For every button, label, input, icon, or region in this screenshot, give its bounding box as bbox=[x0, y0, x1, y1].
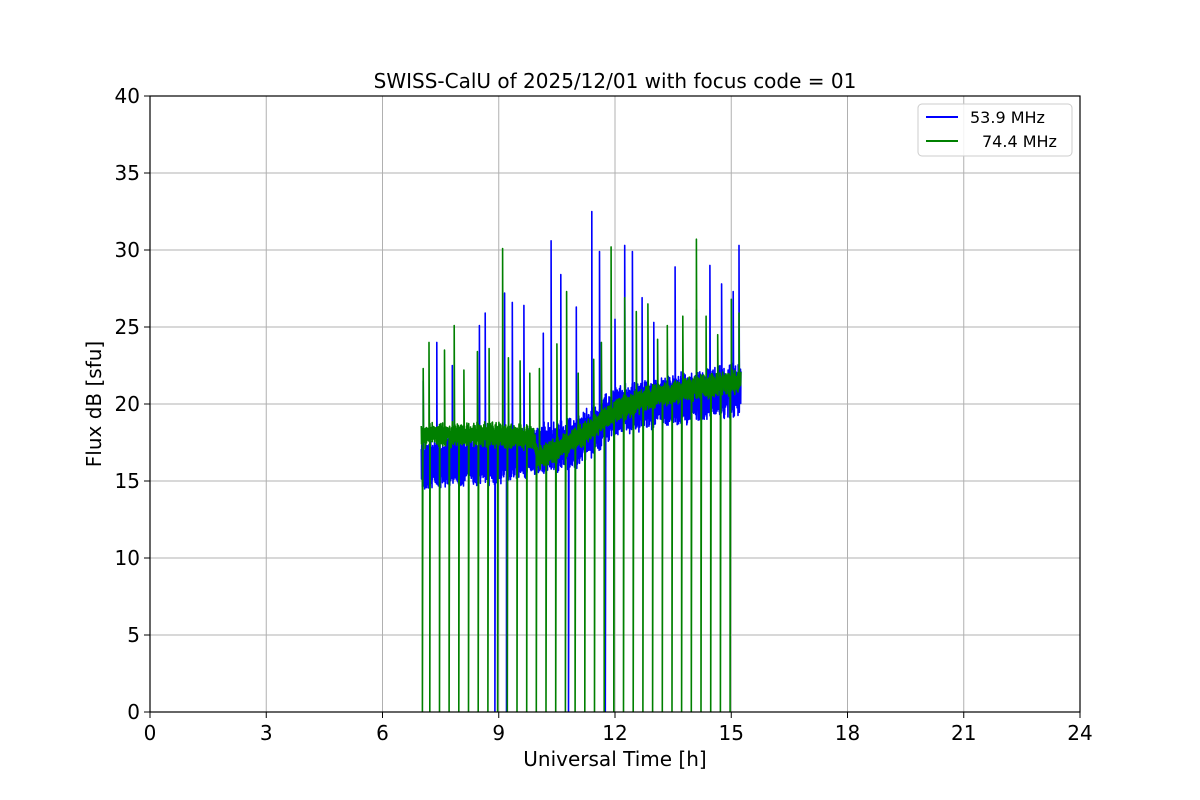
legend: 53.9 MHz 74.4 MHz bbox=[917, 103, 1073, 157]
series-line-74-4-mhz bbox=[420, 238, 742, 712]
x-tick-label: 12 bbox=[602, 721, 627, 745]
x-tick-label: 6 bbox=[376, 721, 389, 745]
axis-ticks: 0 3 6 9 12 15 18 21 24 0 5 10 15 20 25 30 35 40 bbox=[115, 84, 1093, 745]
x-axis-title: Universal Time [h] bbox=[523, 747, 706, 771]
y-tick-label: 10 bbox=[115, 546, 140, 570]
x-tick-label: 9 bbox=[492, 721, 505, 745]
y-tick-label: 5 bbox=[127, 623, 140, 647]
y-tick-label: 15 bbox=[115, 469, 140, 493]
y-tick-label: 20 bbox=[115, 392, 140, 416]
x-tick-label: 15 bbox=[719, 721, 744, 745]
y-tick-label: 40 bbox=[115, 84, 140, 108]
y-axis-title: Flux dB [sfu] bbox=[82, 341, 106, 467]
chart-title: SWISS-CalU of 2025/12/01 with focus code… bbox=[374, 69, 857, 93]
x-tick-label: 3 bbox=[260, 721, 273, 745]
x-tick-label: 0 bbox=[144, 721, 157, 745]
legend-label-53-9-mhz: 53.9 MHz bbox=[970, 108, 1045, 127]
plot-area bbox=[420, 210, 742, 712]
y-tick-label: 25 bbox=[115, 315, 140, 339]
y-tick-label: 30 bbox=[115, 238, 140, 262]
x-tick-label: 21 bbox=[951, 721, 976, 745]
x-tick-label: 24 bbox=[1067, 721, 1092, 745]
x-tick-label: 18 bbox=[835, 721, 860, 745]
legend-label-74-4-mhz: 74.4 MHz bbox=[982, 132, 1057, 151]
y-tick-label: 0 bbox=[127, 700, 140, 724]
y-tick-label: 35 bbox=[115, 161, 140, 185]
